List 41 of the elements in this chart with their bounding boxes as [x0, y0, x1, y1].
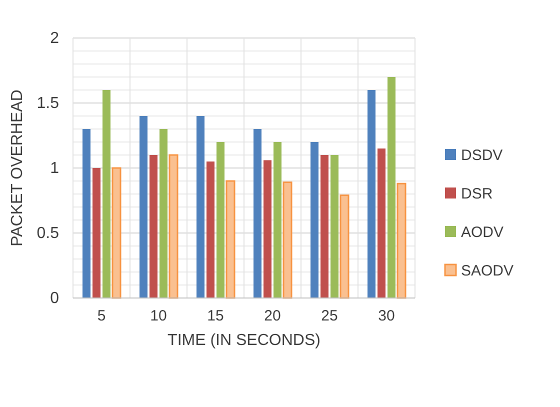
x-tick-label: 5	[97, 308, 106, 325]
bar	[112, 167, 122, 299]
bar	[378, 148, 386, 298]
legend-label: DSR	[461, 186, 493, 202]
bar	[140, 116, 148, 298]
legend-label: DSDV	[461, 147, 503, 164]
x-tick-label: 20	[264, 308, 281, 325]
bar	[320, 155, 328, 298]
bar	[330, 155, 338, 298]
bar	[282, 182, 292, 299]
bar	[310, 142, 318, 298]
y-axis-title: PACKET OVERHEAD	[9, 90, 26, 246]
y-tick-label: 1.5	[36, 95, 60, 112]
bar	[92, 168, 100, 298]
bar	[102, 90, 110, 298]
bar	[160, 129, 168, 298]
bar	[274, 142, 282, 298]
x-tick-label: 10	[150, 308, 167, 325]
bar	[168, 154, 178, 299]
bar	[264, 160, 272, 298]
bar	[388, 77, 396, 298]
legend-label: SAODV	[461, 262, 514, 280]
x-tick-label: 30	[378, 308, 395, 325]
bar	[206, 162, 214, 298]
bar	[340, 194, 350, 299]
bar	[254, 129, 262, 298]
y-tick-label: 0.5	[36, 225, 60, 242]
legend-label: AODV	[461, 224, 504, 241]
y-tick-label: 0	[50, 290, 60, 308]
bar	[226, 180, 236, 299]
x-tick-label: 15	[207, 308, 224, 325]
bar	[150, 155, 158, 298]
y-tick-label: 1	[50, 160, 60, 178]
bar	[82, 129, 90, 298]
x-tick-label: 25	[321, 308, 338, 325]
bar	[216, 142, 224, 298]
bar	[196, 116, 204, 298]
y-tick-label: 2	[50, 30, 60, 48]
bar	[396, 182, 406, 299]
bar	[368, 90, 376, 298]
x-axis-title: TIME (IN SECONDS)	[168, 332, 320, 349]
